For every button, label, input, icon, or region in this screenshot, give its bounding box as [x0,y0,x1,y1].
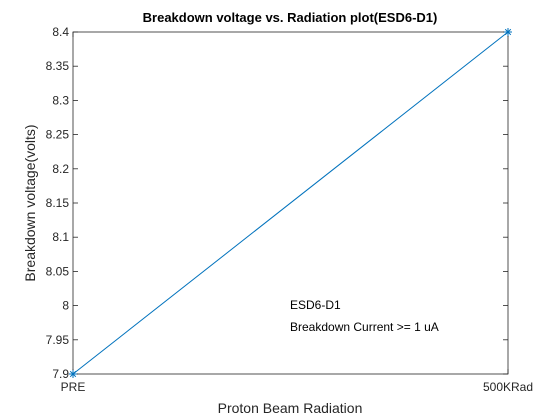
y-tick-label: 8.25 [46,128,70,142]
y-tick-label: 8.05 [46,264,70,278]
series-line [72,31,509,375]
annotation-current: Breakdown Current >= 1 uA [290,320,439,334]
y-tick-label: 8.35 [46,59,70,73]
series-markers [69,28,512,378]
y-axis-ticks: 7.9 7.95 8 8.05 8.1 8.15 8.2 8.25 8.3 8.35 8.4 [46,25,508,381]
y-tick-label: 8.15 [46,196,70,210]
x-tick-label: PRE [61,380,86,394]
data-point-marker [69,370,77,378]
data-point-marker [504,28,512,36]
y-tick-label: 7.95 [46,333,70,347]
chart-title: Breakdown voltage vs. Radiation plot(ESD… [143,10,438,25]
y-tick-label: 8.1 [52,230,69,244]
y-tick-label: 8.2 [52,162,69,176]
annotation-device: ESD6-D1 [290,298,341,312]
y-tick-label: 8.4 [52,25,69,39]
y-tick-label: 7.9 [52,367,69,381]
y-tick-label: 8 [62,299,69,313]
y-tick-label: 8.3 [52,93,69,107]
y-axis-label: Breakdown voltage(volts) [22,124,38,281]
x-axis-label: Proton Beam Radiation [218,400,363,416]
x-tick-label: 500KRad [483,380,533,394]
